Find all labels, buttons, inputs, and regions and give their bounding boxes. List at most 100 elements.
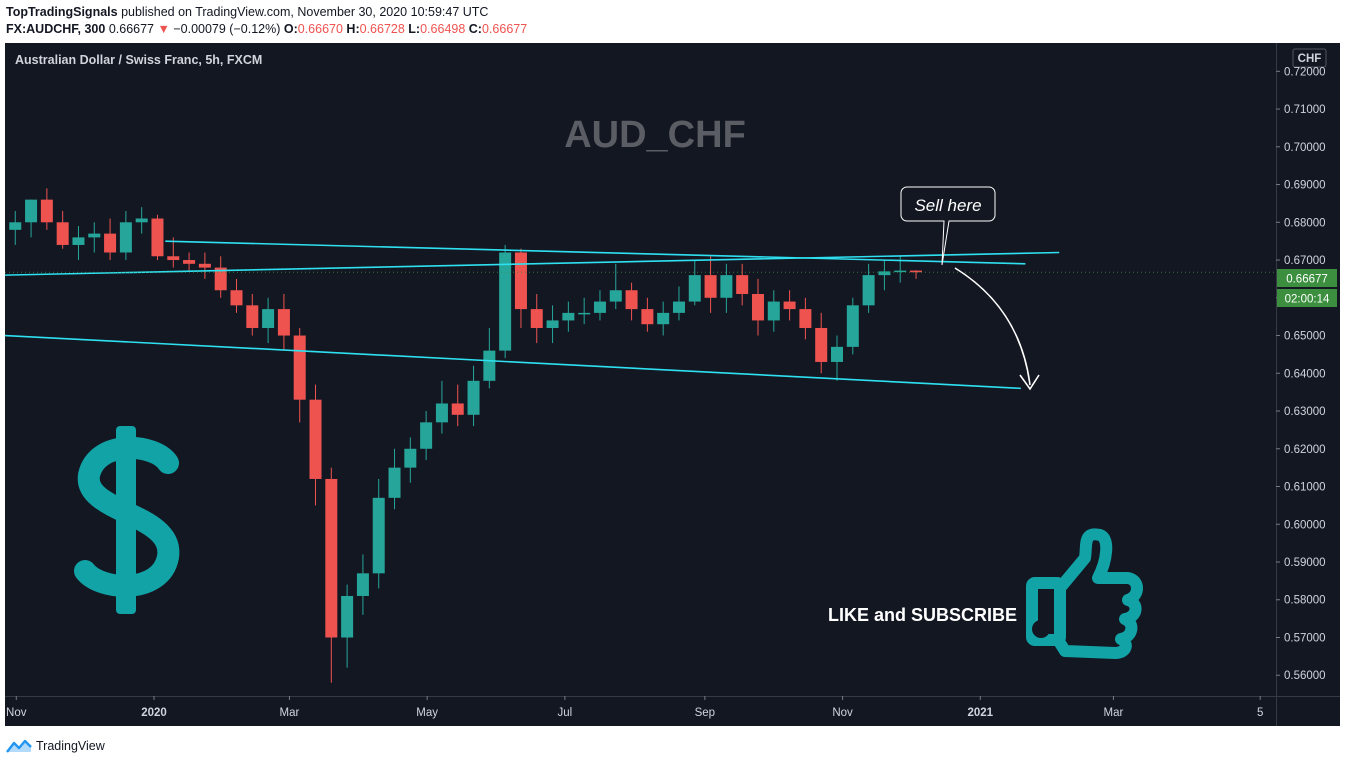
countdown-label: 02:00:14 bbox=[1285, 294, 1330, 306]
candles bbox=[9, 188, 923, 683]
footer: TradingView bbox=[6, 736, 105, 756]
publish-line: TopTradingSignals published on TradingVi… bbox=[6, 5, 488, 19]
sell-callout-text: Sell here bbox=[914, 196, 981, 215]
candle-body bbox=[325, 478, 338, 638]
candle-body bbox=[720, 275, 733, 298]
candle-body bbox=[293, 335, 306, 400]
change-arrow-icon: ▼ bbox=[157, 22, 170, 36]
candle-body bbox=[641, 309, 654, 325]
candle-body bbox=[56, 222, 69, 245]
candle-body bbox=[420, 422, 433, 449]
candle-body bbox=[657, 312, 670, 325]
candle-body bbox=[815, 327, 828, 362]
candle-body bbox=[198, 263, 211, 268]
candle-body bbox=[578, 312, 591, 315]
currency-box bbox=[1292, 48, 1327, 68]
candle-body bbox=[514, 252, 527, 310]
candle-body bbox=[435, 403, 448, 423]
time-tick-label: 5 bbox=[1257, 707, 1263, 719]
trendline bbox=[4, 251, 1060, 276]
price-tick-label: 0.72000 bbox=[1284, 66, 1326, 78]
candle-body bbox=[119, 222, 132, 253]
tradingview-brand[interactable]: TradingView bbox=[36, 739, 105, 753]
candle-body bbox=[625, 290, 638, 310]
like-subscribe-text: LIKE and SUBSCRIBE bbox=[828, 605, 1017, 625]
candle-body bbox=[88, 233, 101, 238]
high-value: 0.66728 bbox=[359, 22, 405, 36]
currency-label: CHF bbox=[1298, 53, 1322, 65]
candle-body bbox=[356, 573, 369, 596]
close-value: 0.66677 bbox=[481, 22, 528, 36]
candle-body bbox=[704, 275, 717, 298]
price-tick-label: 0.68000 bbox=[1284, 217, 1326, 229]
chart-frame[interactable]: Australian Dollar / Swiss Franc, 5h, FXC… bbox=[4, 43, 1340, 726]
price-tick-label: 0.65000 bbox=[1284, 331, 1326, 343]
candle-body bbox=[672, 301, 685, 313]
candle-body bbox=[499, 252, 512, 351]
candle-body bbox=[593, 301, 606, 313]
time-tick-label: May bbox=[416, 707, 438, 719]
symbol-label: FX:AUDCHF, 300 bbox=[6, 22, 106, 36]
candle-body bbox=[831, 346, 844, 362]
candle-body bbox=[894, 270, 907, 273]
watermark: AUD_CHF bbox=[564, 114, 746, 156]
candle-body bbox=[341, 595, 354, 638]
sell-callout: Sell here bbox=[900, 186, 996, 266]
candle-body bbox=[799, 309, 812, 328]
price-tick-label: 0.71000 bbox=[1284, 104, 1326, 116]
candle-body bbox=[878, 271, 891, 276]
time-tick-label: Jul bbox=[558, 707, 573, 719]
candle-body bbox=[183, 260, 196, 264]
candle-body bbox=[767, 301, 780, 321]
candle-body bbox=[246, 305, 259, 328]
candle-body bbox=[451, 403, 464, 415]
author-name[interactable]: TopTradingSignals bbox=[6, 5, 118, 19]
candle-body bbox=[862, 275, 875, 306]
open-label: O: bbox=[283, 22, 298, 36]
price-tick-label: 0.70000 bbox=[1284, 142, 1326, 154]
price-tick-label: 0.64000 bbox=[1284, 368, 1326, 380]
price-ticks: 0.72000 0.71000 0.70000 0.69000 0.68000 0.670… bbox=[1276, 66, 1326, 682]
price-tick-label: 0.67000 bbox=[1284, 255, 1326, 267]
candle-body bbox=[467, 380, 480, 415]
candle-body bbox=[846, 305, 859, 347]
published-text: published on TradingView.com, November 3… bbox=[121, 5, 489, 19]
curved-arrow-icon bbox=[954, 267, 1040, 391]
dollar-icon bbox=[74, 426, 180, 614]
time-tick-label: Nov bbox=[832, 707, 853, 719]
time-tick-label: Mar bbox=[1104, 707, 1124, 719]
candle-body bbox=[783, 301, 796, 310]
candle-body bbox=[751, 294, 764, 321]
price-tick-label: 0.61000 bbox=[1284, 482, 1326, 494]
sell-callout-box bbox=[900, 186, 996, 266]
candle-body bbox=[230, 290, 243, 306]
price-tick-label: 0.63000 bbox=[1284, 406, 1326, 418]
change-value: −0.00079 (−0.12%) bbox=[173, 22, 281, 36]
price-chart[interactable]: Australian Dollar / Swiss Franc, 5h, FXC… bbox=[4, 43, 1340, 726]
low-value: 0.66498 bbox=[420, 22, 466, 36]
last-price: 0.66677 bbox=[108, 22, 154, 36]
candle-body bbox=[9, 222, 22, 230]
candle-body bbox=[104, 233, 117, 253]
symbol-line: FX:AUDCHF, 300 0.66677 ▼ −0.00079 (−0.12… bbox=[6, 22, 527, 36]
tradingview-logo-icon[interactable] bbox=[6, 739, 32, 753]
low-label: L: bbox=[408, 22, 421, 36]
candle-body bbox=[135, 218, 148, 223]
candle-body bbox=[609, 290, 622, 302]
time-tick-label: Sep bbox=[695, 707, 715, 719]
trendlines bbox=[4, 240, 1276, 390]
price-tick-label: 0.56000 bbox=[1284, 670, 1326, 682]
candle-body bbox=[530, 309, 543, 328]
candle-body bbox=[483, 350, 496, 381]
candle-body bbox=[546, 320, 559, 328]
candle-body bbox=[151, 218, 164, 257]
last-price-label: 0.66677 bbox=[1286, 274, 1328, 286]
high-label: H: bbox=[346, 22, 360, 36]
time-tick-label: 2020 bbox=[141, 707, 167, 719]
thumbs-up-icon bbox=[1026, 528, 1143, 659]
candle-body bbox=[688, 275, 701, 302]
candle-body bbox=[388, 467, 401, 498]
price-tick-label: 0.60000 bbox=[1284, 519, 1326, 531]
price-tick-label: 0.57000 bbox=[1284, 632, 1326, 644]
trendline bbox=[165, 240, 1026, 265]
